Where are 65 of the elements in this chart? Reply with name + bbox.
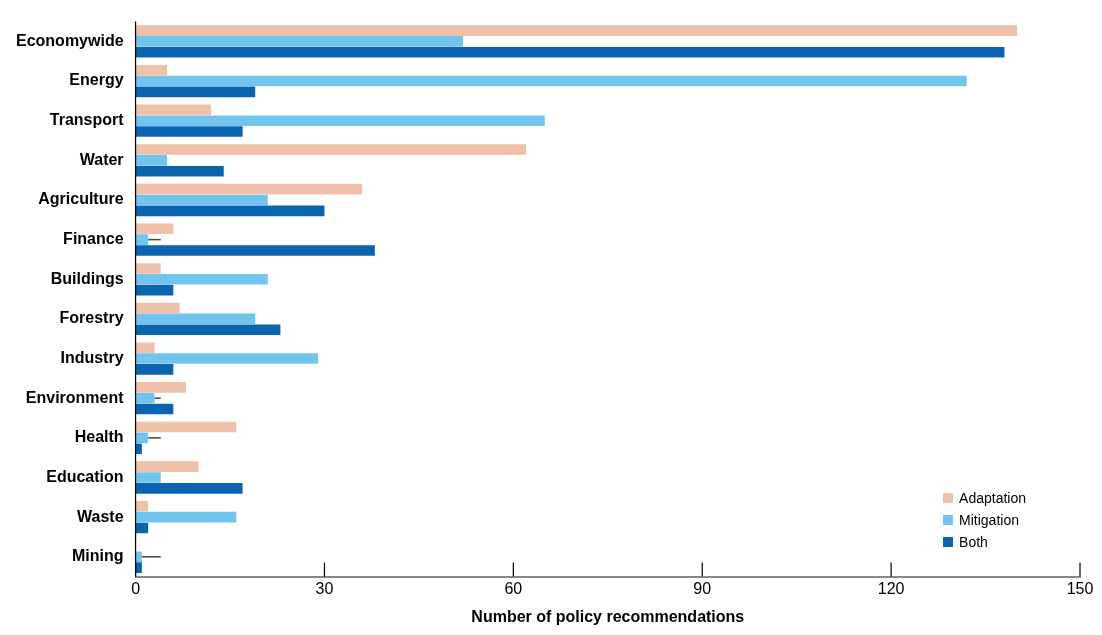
x-tick-label: 120	[877, 579, 905, 597]
y-tick-label: Agriculture	[38, 190, 124, 208]
x-tick-label: 90	[693, 579, 712, 597]
bar	[135, 86, 256, 98]
bar	[135, 46, 1005, 58]
bar	[135, 421, 237, 433]
bar	[135, 551, 142, 563]
bar	[135, 522, 149, 534]
x-tick-label: 30	[315, 579, 334, 597]
bar	[135, 284, 174, 296]
bar	[135, 382, 186, 393]
legend-label: Mitigation	[959, 512, 1019, 528]
y-tick-label: Transport	[49, 111, 125, 129]
x-axis-title: Number of policy recommendations	[471, 607, 745, 625]
bar	[135, 403, 174, 415]
bar	[135, 511, 237, 523]
x-tick-label: 150	[1066, 579, 1094, 597]
bar	[135, 263, 161, 274]
bar	[135, 313, 256, 325]
legend-label: Adaptation	[959, 490, 1026, 506]
bar	[135, 353, 319, 364]
bar	[135, 443, 142, 454]
bar	[135, 115, 545, 127]
bar	[135, 144, 526, 155]
bar	[135, 472, 161, 483]
bar	[135, 302, 180, 314]
y-tick-label: Economywide	[16, 31, 124, 49]
bar	[135, 126, 243, 137]
y-tick-label: Industry	[60, 348, 124, 366]
bar	[135, 104, 212, 116]
bar	[135, 562, 142, 573]
bar	[135, 183, 363, 195]
bar	[135, 234, 149, 245]
bar	[135, 64, 168, 76]
bar	[135, 342, 155, 354]
bar	[135, 432, 149, 444]
bar	[135, 483, 243, 494]
bar	[135, 392, 155, 404]
bar	[135, 194, 268, 206]
x-tick-label: 60	[504, 579, 523, 597]
bar	[135, 324, 281, 336]
legend-label: Both	[959, 534, 988, 550]
bar	[135, 461, 199, 472]
y-tick-label: Energy	[69, 71, 124, 89]
bar	[135, 25, 1018, 36]
y-tick-label: Education	[46, 467, 124, 485]
bar	[135, 36, 463, 47]
bar	[135, 500, 149, 512]
bar	[135, 223, 174, 235]
y-tick-label: Forestry	[59, 309, 124, 327]
bar	[135, 245, 375, 256]
y-tick-label: Water	[79, 150, 124, 168]
bar	[135, 75, 967, 87]
y-tick-label: Health	[74, 428, 124, 446]
y-tick-label: Environment	[25, 388, 125, 406]
y-tick-label: Finance	[63, 230, 124, 248]
x-tick-label: 0	[131, 579, 141, 597]
bar	[135, 273, 268, 285]
bar	[135, 205, 325, 217]
bar	[135, 165, 224, 177]
y-tick-label: Buildings	[50, 269, 124, 287]
bar	[135, 364, 174, 375]
y-tick-label: Mining	[72, 547, 124, 565]
bar	[135, 155, 168, 166]
y-tick-label: Waste	[77, 507, 124, 525]
